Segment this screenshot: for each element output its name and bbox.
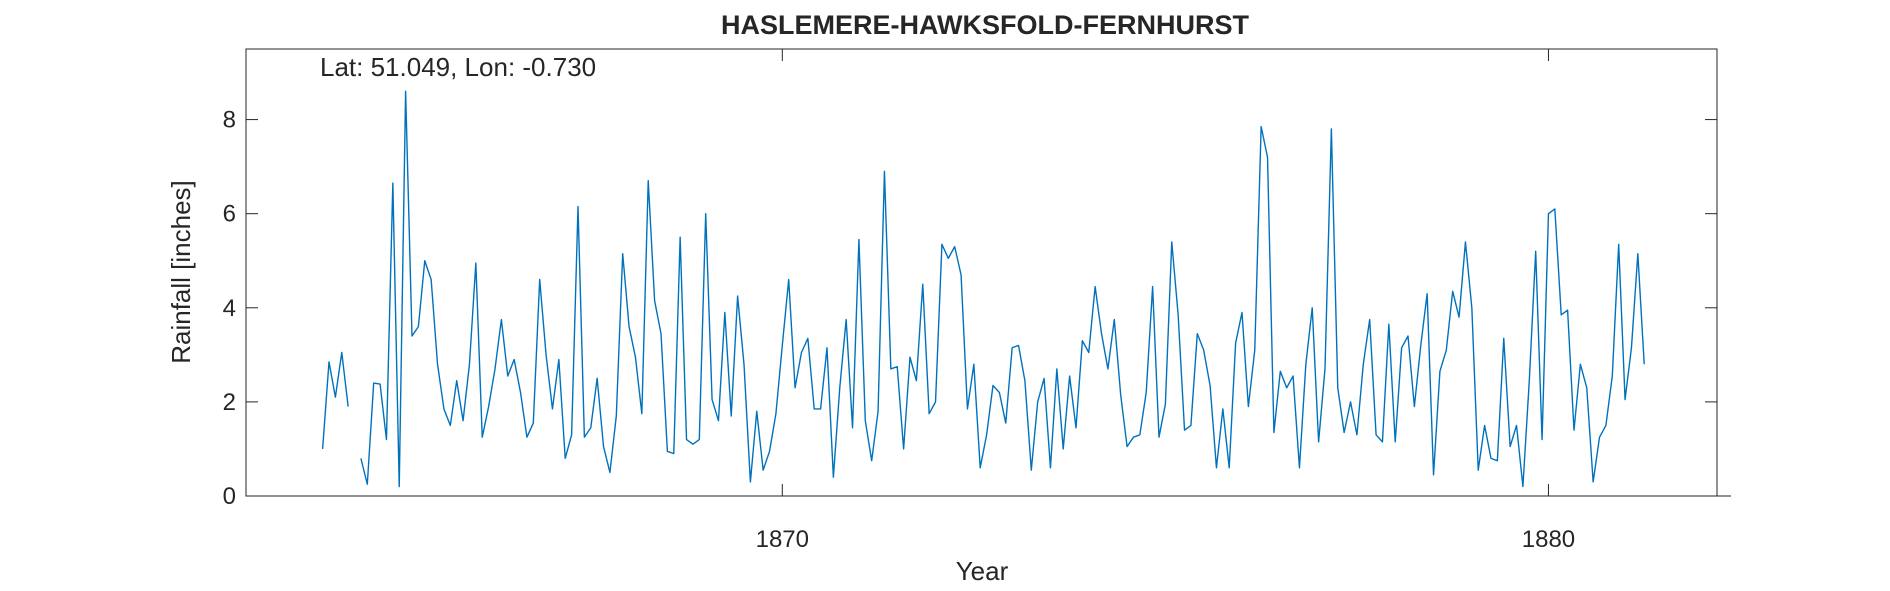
y-tick-label: 2: [223, 389, 236, 416]
x-axis-label: Year: [956, 556, 1009, 586]
plot-box: [245, 48, 1718, 497]
x-tick-label: 1870: [756, 526, 809, 553]
location-annotation: Lat: 51.049, Lon: -0.730: [320, 52, 596, 82]
y-axis: 0 2 4 6 8: [223, 49, 1717, 510]
x-tick-label: 1880: [1522, 526, 1575, 553]
x-axis: 1870 1880: [756, 49, 1731, 553]
chart-title: HASLEMERE-HAWKSFOLD-FERNHURST: [721, 10, 1249, 40]
y-tick-label: 0: [223, 483, 236, 510]
y-tick-label: 4: [223, 295, 236, 322]
y-tick-label: 8: [223, 107, 236, 134]
y-tick-label: 6: [223, 201, 236, 228]
series-line: [321, 90, 1645, 488]
y-axis-label: Rainfall [inches]: [166, 180, 196, 364]
